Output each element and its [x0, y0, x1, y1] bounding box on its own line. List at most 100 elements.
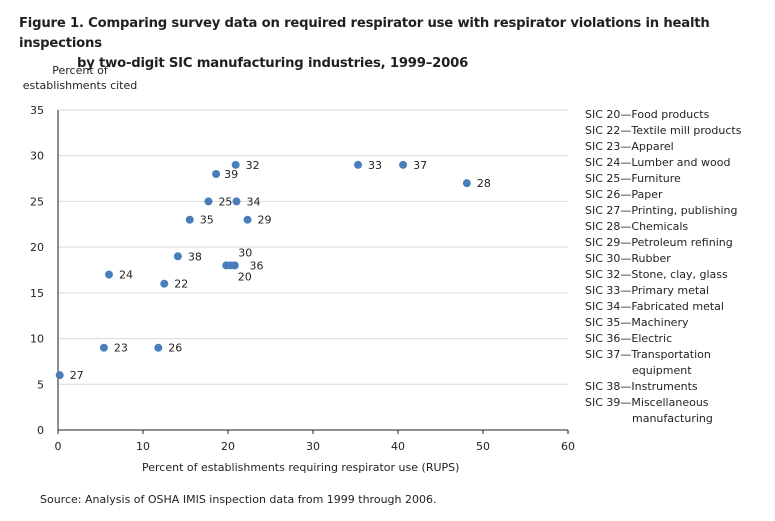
y-tick-label: 0 [37, 424, 44, 437]
point-label-sic-32: 32 [246, 159, 260, 172]
gridlines [58, 109, 568, 385]
legend-label: SIC 25—Furniture [585, 172, 681, 185]
legend-item: SIC 32—Stone, clay, glass [585, 267, 770, 283]
legend-item: SIC 36—Electric [585, 331, 770, 347]
x-tick-label: 0 [55, 440, 62, 453]
point-label-sic-27: 27 [70, 369, 84, 382]
x-tick-label: 20 [221, 440, 235, 453]
legend-item: SIC 26—Paper [585, 187, 770, 203]
legend-label-continued: equipment [632, 364, 692, 377]
legend: SIC 20—Food products SIC 22—Textile mill … [585, 107, 770, 427]
data-point-sic-38 [173, 252, 182, 261]
y-tick-label: 30 [30, 150, 44, 163]
point-label-sic-30: 30 [238, 246, 252, 259]
legend-label: SIC 27—Printing, publishing [585, 204, 738, 217]
legend-item: SIC 24—Lumber and wood [585, 155, 770, 171]
y-tick-label: 15 [30, 287, 44, 300]
point-label-sic-39: 39 [224, 168, 238, 181]
legend-item: SIC 39—Miscellaneous manufacturing [585, 395, 770, 427]
legend-label: SIC 39—Miscellaneous [585, 396, 709, 409]
legend-label: SIC 23—Apparel [585, 140, 674, 153]
data-point-sic-35 [185, 215, 194, 224]
data-point-sic-22 [160, 279, 169, 288]
legend-item: SIC 23—Apparel [585, 139, 770, 155]
y-axis-label: Percent of establishments cited [10, 63, 150, 93]
legend-item: SIC 28—Chemicals [585, 219, 770, 235]
legend-label: SIC 29—Petroleum refining [585, 236, 733, 249]
x-axis-label: Percent of establishments requiring resp… [142, 461, 460, 474]
point-label-sic-36: 36 [250, 259, 264, 272]
legend-label: SIC 38—Instruments [585, 380, 698, 393]
x-tick-label: 10 [136, 440, 150, 453]
legend-label: SIC 37—Transportation [585, 348, 711, 361]
y-tick-label: 25 [30, 195, 44, 208]
y-tick-label: 5 [37, 378, 44, 391]
legend-item: SIC 22—Textile mill products [585, 123, 770, 139]
data-point-sic-33 [354, 160, 363, 169]
point-label-sic-23: 23 [114, 342, 128, 355]
data-point-sic-25 [204, 197, 213, 206]
point-label-sic-37: 37 [413, 159, 427, 172]
point-label-sic-29: 29 [258, 214, 272, 227]
point-label-sic-33: 33 [368, 159, 382, 172]
data-point-sic-29 [243, 215, 252, 224]
legend-label: SIC 28—Chemicals [585, 220, 689, 233]
data-point-sic-24 [105, 270, 113, 279]
data-point-sic-27 [55, 371, 64, 380]
legend-label: SIC 33—Primary metal [585, 284, 709, 297]
axes [57, 110, 569, 434]
legend-label: SIC 35—Machinery [585, 316, 689, 329]
point-label-sic-28: 28 [477, 177, 491, 190]
data-point-sic-32 [231, 160, 240, 169]
legend-label: SIC 34—Fabricated metal [585, 300, 724, 313]
x-tick-label: 40 [391, 440, 405, 453]
data-point-sic-37 [399, 160, 408, 169]
data-point-sic-39 [212, 170, 221, 178]
chart-title: Figure 1. Comparing survey data on requi… [19, 14, 769, 74]
legend-item: SIC 20—Food products [585, 107, 770, 123]
y-tick-label: 10 [30, 333, 44, 346]
legend-label: SIC 20—Food products [585, 108, 710, 121]
y-tick-label: 20 [30, 241, 44, 254]
legend-label: SIC 30—Rubber [585, 252, 671, 265]
point-label-sic-35: 35 [200, 214, 214, 227]
data-point-sic-28 [462, 179, 471, 188]
y-axis-label-line1: Percent of [52, 64, 108, 77]
data-point-sic-23 [99, 343, 108, 352]
y-tick-label: 35 [30, 104, 44, 117]
point-label-sic-34: 34 [247, 195, 261, 208]
x-tick-label: 60 [561, 440, 575, 453]
legend-label: SIC 22—Textile mill products [585, 124, 742, 137]
legend-label: SIC 36—Electric [585, 332, 673, 345]
tick-labels: 0 5 10 15 20 25 30 35 0 10 20 30 40 50 60 [30, 104, 575, 453]
legend-item: SIC 25—Furniture [585, 171, 770, 187]
legend-item: SIC 30—Rubber [585, 251, 770, 267]
legend-item: SIC 27—Printing, publishing [585, 203, 770, 219]
point-label-sic-38: 38 [188, 250, 202, 263]
point-label-sic-26: 26 [168, 342, 182, 355]
data-point-sic-34 [232, 197, 241, 206]
legend-item: SIC 35—Machinery [585, 315, 770, 331]
y-axis-label-line2: establishments cited [22, 79, 138, 92]
x-tick-label: 30 [306, 440, 320, 453]
legend-label: SIC 32—Stone, clay, glass [585, 268, 728, 281]
legend-label-continued: manufacturing [632, 412, 713, 425]
legend-item: SIC 37—Transportation equipment [585, 347, 770, 379]
legend-item: SIC 29—Petroleum refining [585, 235, 770, 251]
legend-item: SIC 38—Instruments [585, 379, 770, 395]
point-label-sic-24: 24 [119, 269, 133, 282]
point-label-sic-25: 25 [218, 195, 232, 208]
point-label-sic-22: 22 [174, 278, 188, 291]
legend-label: SIC 24—Lumber and wood [585, 156, 731, 169]
legend-item: SIC 33—Primary metal [585, 283, 770, 299]
legend-label: SIC 26—Paper [585, 188, 663, 201]
chart-title-line1: Figure 1. Comparing survey data on requi… [19, 16, 710, 51]
data-point-sic-36 [226, 261, 235, 270]
source-note: Source: Analysis of OSHA IMIS inspection… [40, 493, 437, 506]
data-point-sic-26 [154, 343, 163, 352]
data-points [55, 160, 471, 380]
point-labels: 20 22 23 24 25 26 27 28 29 30 32 33 34 35 36 37 38 39 [70, 159, 491, 382]
chart-title-line2: by two-digit SIC manufacturing industrie… [77, 56, 469, 71]
legend-item: SIC 34—Fabricated metal [585, 299, 770, 315]
